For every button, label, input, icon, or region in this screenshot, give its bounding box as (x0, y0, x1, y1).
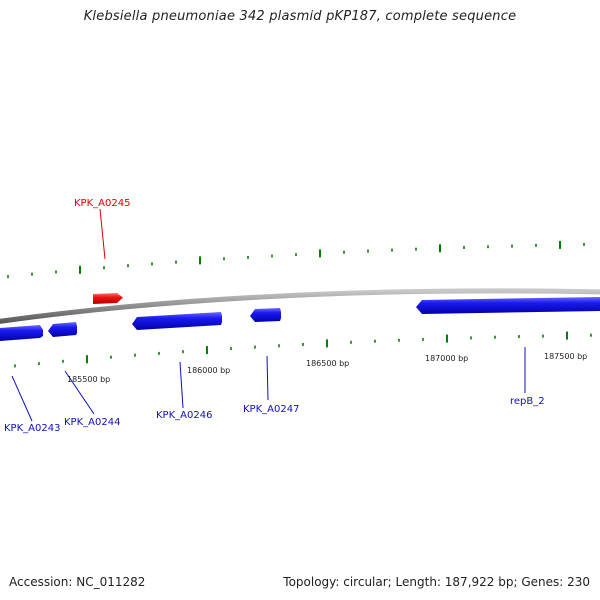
scale-label-187000: 187000 bp (425, 354, 468, 363)
gene-arrow-kpk-a0245[interactable] (93, 293, 123, 304)
gene-arrow-repb-2[interactable] (416, 297, 600, 314)
gene-label-kpk-a0243[interactable]: KPK_A0243 (4, 423, 60, 434)
sequence-summary: Topology: circular; Length: 187,922 bp; … (283, 575, 590, 589)
gene-arrow-kpk-a0246[interactable] (132, 312, 222, 330)
outer-tick-track (7, 240, 585, 279)
leader-line-kpk-a0246 (179, 361, 184, 409)
leader-line-kpk-a0245 (99, 208, 106, 260)
scale-label-185500: 185500 bp (67, 375, 110, 384)
leader-line-kpk-a0247 (266, 355, 269, 401)
plasmid-backbone (0, 288, 600, 324)
gene-label-repb-2[interactable]: repB_2 (510, 396, 545, 407)
scale-label-187500: 187500 bp (544, 352, 587, 361)
gene-arrow-kpk-a0247[interactable] (250, 308, 281, 322)
accession-label: Accession: NC_011282 (9, 575, 146, 589)
inner-tick-track (14, 331, 592, 368)
gene-label-kpk-a0245[interactable]: KPK_A0245 (74, 198, 130, 209)
gene-label-kpk-a0244[interactable]: KPK_A0244 (64, 417, 120, 428)
gene-arrow-kpk-a0244[interactable] (48, 322, 77, 337)
gene-label-kpk-a0247[interactable]: KPK_A0247 (243, 404, 299, 415)
gene-label-kpk-a0246[interactable]: KPK_A0246 (156, 410, 212, 421)
gene-arrow-kpk-a0243[interactable] (0, 325, 43, 341)
scale-label-186000: 186000 bp (187, 366, 230, 375)
map-title: Klebsiella pneumoniae 342 plasmid pKP187… (83, 9, 517, 24)
leader-line-kpk-a0244 (64, 370, 95, 415)
leader-line-kpk-a0243 (11, 375, 33, 422)
scale-label-186500: 186500 bp (306, 359, 349, 368)
